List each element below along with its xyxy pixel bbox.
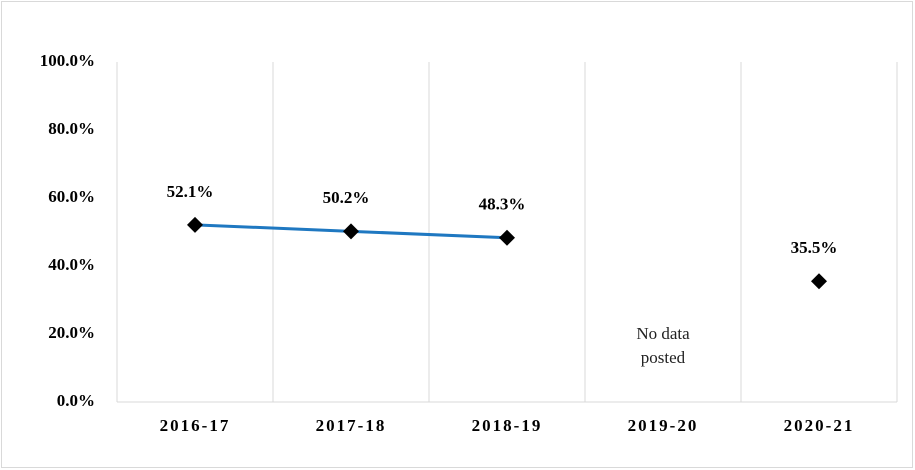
annotation: No data posted (636, 324, 690, 367)
x-tick-label: 2020-21 (784, 416, 855, 435)
x-tick-label: 2017-18 (316, 416, 387, 435)
y-tick-label: 20.0% (48, 323, 95, 342)
marker (187, 216, 203, 233)
data-label: 50.2% (323, 188, 370, 207)
marker (499, 229, 515, 246)
y-tick-label: 60.0% (48, 187, 95, 206)
x-tick-label: 2019-20 (628, 416, 699, 435)
data-label: 35.5% (791, 238, 838, 257)
data-label: 52.1% (167, 182, 214, 201)
y-tick-label: 80.0% (48, 119, 95, 138)
x-tick-label: 2018-19 (472, 416, 543, 435)
y-tick-label: 100.0% (40, 51, 95, 70)
y-tick-label: 0.0% (57, 391, 95, 410)
data-label: 48.3% (479, 195, 526, 214)
marker (343, 223, 359, 240)
marker (811, 273, 827, 290)
y-tick-label: 40.0% (48, 255, 95, 274)
x-tick-label: 2016-17 (160, 416, 231, 435)
